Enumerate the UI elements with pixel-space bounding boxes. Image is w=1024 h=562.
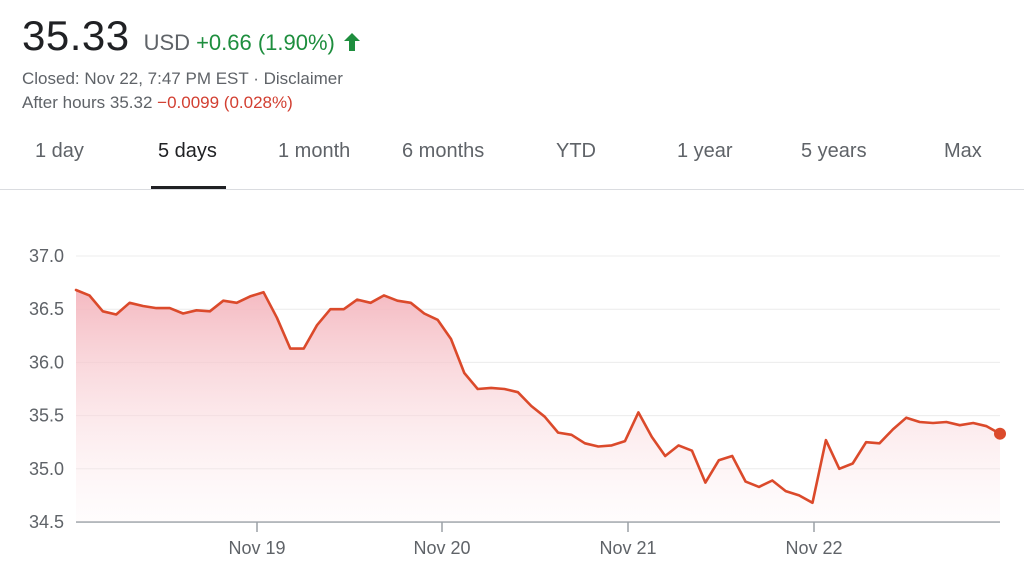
price-area-fill	[76, 290, 1000, 522]
current-price: 35.33	[22, 12, 130, 59]
up-arrow-shape	[343, 33, 360, 51]
x-tick-label: Nov 22	[785, 538, 842, 558]
price-chart[interactable]: 37.036.536.035.535.034.5 Nov 19 Nov 20 Nov…	[0, 200, 1024, 562]
up-arrow-icon	[343, 33, 360, 51]
tab-5-years[interactable]: 5 years	[801, 140, 867, 162]
tab-ytd[interactable]: YTD	[556, 140, 596, 162]
closed-time: Closed: Nov 22, 7:47 PM EST	[22, 69, 249, 88]
tab-max[interactable]: Max	[944, 140, 982, 162]
y-tick-label: 36.0	[29, 352, 64, 372]
disclaimer-link[interactable]: Disclaimer	[263, 69, 343, 88]
separator: ·	[248, 69, 264, 88]
tab-1-day[interactable]: 1 day	[35, 140, 84, 162]
price-change: +0.66 (1.90%)	[196, 30, 335, 55]
y-tick-label: 35.5	[29, 406, 64, 426]
y-tick-label: 35.0	[29, 459, 64, 479]
tab-1-year[interactable]: 1 year	[677, 140, 733, 162]
price-line	[74, 288, 1002, 505]
y-tick-label: 34.5	[29, 512, 64, 532]
y-tick-label: 36.5	[29, 299, 64, 319]
x-tick-label: Nov 21	[599, 538, 656, 558]
active-tab-indicator	[151, 186, 226, 189]
tab-6-months[interactable]: 6 months	[402, 140, 485, 162]
range-tabs: 1 day 5 days 1 month 6 months YTD 1 year…	[0, 126, 1024, 190]
after-hours-price: After hours 35.32	[22, 93, 153, 112]
last-price-dot	[994, 427, 1006, 440]
y-axis-labels: 37.0 36.5 36.0 35.5 35.0 34.5	[29, 246, 64, 532]
after-hours-change: −0.0099 (0.028%)	[157, 93, 293, 112]
x-tick-label: Nov 20	[413, 538, 470, 558]
price-row: 35.33 USD +0.66 (1.90%)	[22, 12, 361, 60]
after-hours-line: After hours 35.32 −0.0099 (0.028%)	[22, 92, 361, 114]
currency-label: USD	[143, 30, 191, 55]
x-axis: Nov 19 Nov 20 Nov 21 Nov 22	[228, 522, 843, 558]
quote-header: 35.33 USD +0.66 (1.90%) Closed: Nov 22, …	[22, 12, 361, 114]
x-tick-label: Nov 19	[228, 538, 285, 558]
closed-line: Closed: Nov 22, 7:47 PM EST · Disclaimer	[22, 68, 361, 90]
tab-1-month[interactable]: 1 month	[278, 140, 351, 162]
y-tick-label: 37.0	[29, 246, 64, 266]
tab-5-days[interactable]: 5 days	[158, 140, 217, 162]
